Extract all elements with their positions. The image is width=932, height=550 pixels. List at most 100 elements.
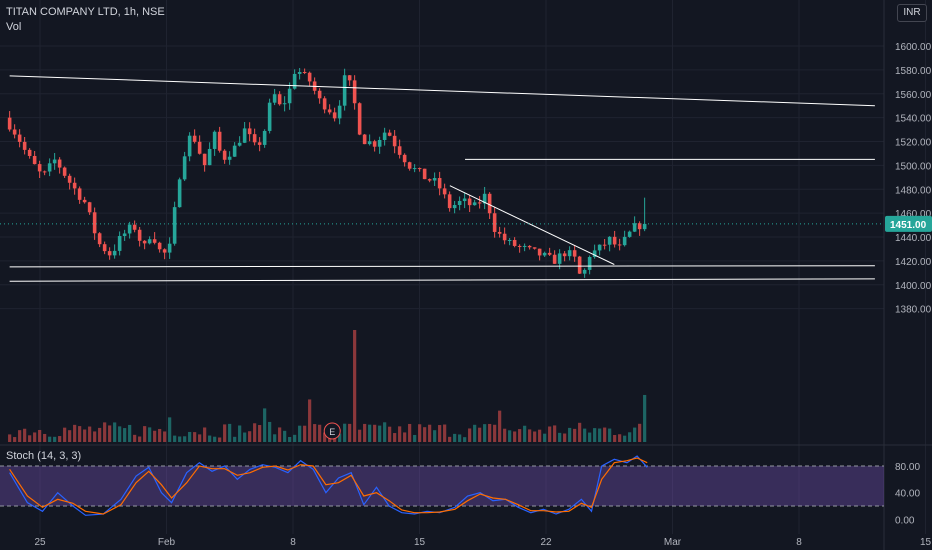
volume-bar <box>263 408 267 442</box>
price-tick-label: 1600.00 <box>895 42 932 53</box>
candle-body <box>512 239 517 246</box>
volume-bar <box>443 424 447 442</box>
candle-body <box>122 233 127 237</box>
candle-body <box>372 141 377 147</box>
last-price-label: 1451.00 <box>890 220 927 231</box>
volume-bar <box>293 434 297 442</box>
volume-bar <box>528 429 532 442</box>
volume-bar <box>253 423 257 442</box>
volume-bar <box>343 423 347 442</box>
candle-body <box>187 135 192 157</box>
volume-bar <box>433 430 437 442</box>
volume-bar <box>213 436 217 442</box>
candle-body <box>497 231 502 234</box>
volume-bar <box>423 427 427 442</box>
candle-body <box>27 149 32 156</box>
candle-body <box>257 142 262 145</box>
volume-bar <box>203 427 207 442</box>
volume-bar <box>533 431 537 442</box>
candle-body <box>477 202 482 204</box>
date-tick-label: 15 <box>414 537 426 548</box>
candle-body <box>362 134 367 145</box>
volume-bar <box>298 425 302 442</box>
stoch-tick-label: 0.00 <box>895 515 915 526</box>
price-tick-label: 1420.00 <box>895 257 932 268</box>
volume-bar <box>348 423 352 442</box>
candle-body <box>332 112 337 119</box>
volume-bar <box>588 432 592 442</box>
candle-body <box>492 213 497 232</box>
stoch-band <box>0 466 884 506</box>
volume-bar <box>398 426 402 442</box>
date-tick-label: Mar <box>664 537 682 548</box>
volume-bar <box>108 425 112 442</box>
candle-body <box>217 131 222 151</box>
volume-bar <box>173 435 177 442</box>
candle-body <box>222 150 227 160</box>
candle-body <box>7 117 12 130</box>
candle-body <box>632 223 637 232</box>
currency-badge[interactable]: INR <box>897 4 927 22</box>
volume-bar <box>383 422 387 442</box>
volume-bar <box>98 427 102 442</box>
candle-body <box>597 244 602 251</box>
candle-body <box>52 159 57 164</box>
candle-body <box>612 236 617 245</box>
candle-body <box>427 179 432 181</box>
volume-bar <box>353 330 357 442</box>
candle-body <box>152 239 157 243</box>
volume-bar <box>228 423 232 442</box>
volume-bar <box>138 436 142 442</box>
volume-bar <box>303 425 307 442</box>
volume-bar <box>53 436 57 442</box>
candle-body <box>447 194 452 209</box>
candle-body <box>417 168 422 170</box>
volume-bar <box>323 432 327 442</box>
candle-body <box>642 223 647 230</box>
candle-body <box>197 141 202 154</box>
volume-bar <box>503 428 507 442</box>
earnings-marker-icon <box>323 422 341 440</box>
date-tick-label: 25 <box>34 537 46 548</box>
volume-bar <box>388 426 392 442</box>
volume-bar <box>523 425 527 442</box>
price-tick-label: 1560.00 <box>895 90 932 101</box>
trendline <box>9 278 875 282</box>
candle-body <box>107 251 112 256</box>
candle-body <box>397 146 402 155</box>
volume-bar <box>463 437 467 442</box>
volume-bar <box>568 427 572 442</box>
candle-body <box>92 212 97 234</box>
volume-bar <box>168 417 172 442</box>
volume-bar <box>498 410 502 442</box>
volume-bar <box>573 428 577 442</box>
volume-bar <box>258 425 262 442</box>
volume-bar <box>193 432 197 442</box>
volume-bar <box>548 426 552 442</box>
candle-body <box>637 223 642 230</box>
volume-bar <box>123 428 127 442</box>
volume-bar <box>48 436 52 442</box>
candle-body <box>537 248 542 256</box>
trendline <box>9 75 875 107</box>
candle-body <box>407 162 412 169</box>
volume-bar <box>58 436 62 442</box>
candle-body <box>72 182 77 189</box>
candle-body <box>37 164 42 172</box>
volume-bar <box>38 429 42 442</box>
candle-body <box>437 178 442 189</box>
candle-body <box>172 207 177 244</box>
volume-bar <box>378 425 382 442</box>
candle-body <box>167 243 172 253</box>
price-tick-label: 1400.00 <box>895 281 932 292</box>
candle-body <box>287 88 292 104</box>
candle-body <box>237 142 242 146</box>
volume-bar <box>198 434 202 442</box>
candle-body <box>432 178 437 181</box>
volume-bar <box>493 424 497 442</box>
candle-body <box>292 73 297 89</box>
candle-body <box>422 168 427 180</box>
candle-body <box>87 202 92 213</box>
volume-bar <box>88 426 92 442</box>
